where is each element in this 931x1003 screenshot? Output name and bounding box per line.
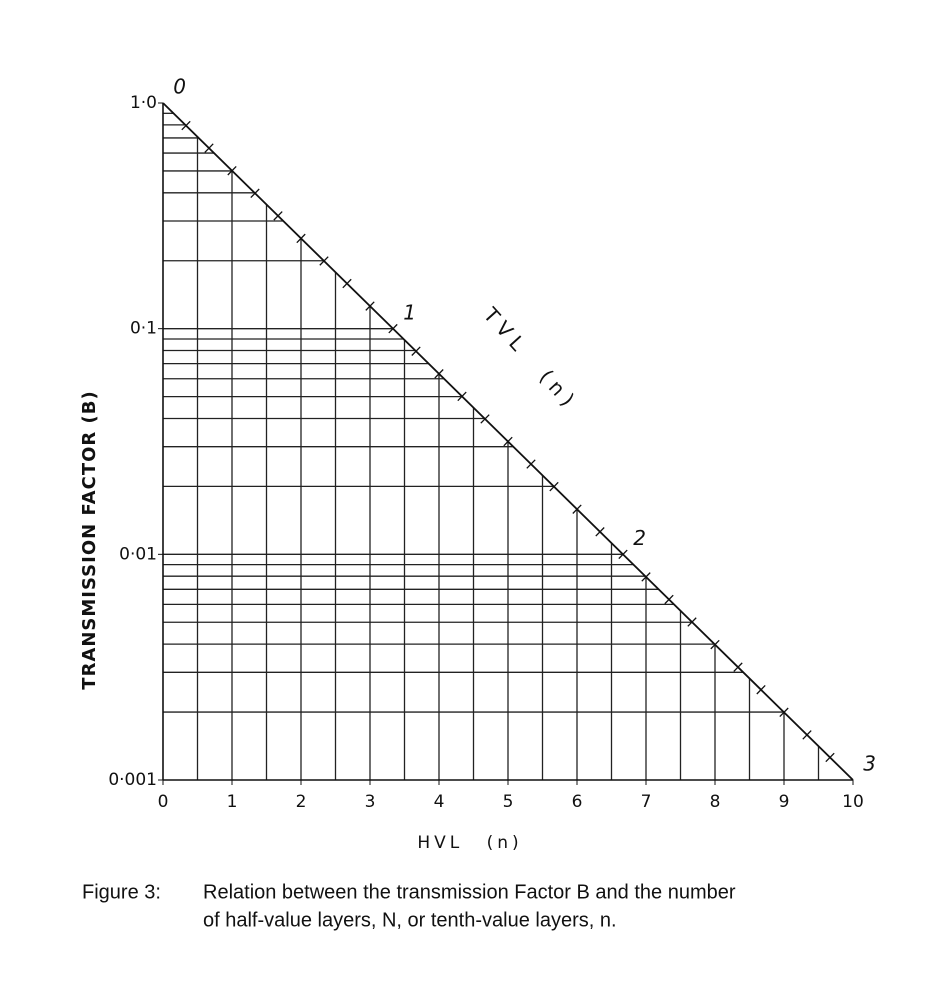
tvl-tick <box>457 391 467 402</box>
tvl-tick <box>227 165 237 176</box>
caption-line: of half-value layers, N, or tenth-value … <box>203 909 617 931</box>
tvl-tick <box>296 233 306 244</box>
y-tick-label: 0·001 <box>108 770 157 790</box>
x-tick-label: 10 <box>842 792 864 812</box>
tvl-tick <box>664 594 674 605</box>
tvl-tick <box>687 617 697 627</box>
x-tick-label: 2 <box>296 792 307 812</box>
tvl-tick <box>342 278 352 289</box>
tvl-tick <box>388 323 398 334</box>
tvl-tick <box>549 481 559 492</box>
tvl-tick-label: 0 <box>173 75 186 99</box>
x-axis-title: HVL (n) <box>417 833 522 853</box>
tvl-tick <box>618 549 628 560</box>
tvl-tick <box>733 662 743 672</box>
x-tick-label: 3 <box>365 792 376 812</box>
tvl-tick <box>204 143 214 153</box>
x-tick-label: 8 <box>710 792 721 812</box>
tvl-tick <box>710 639 720 650</box>
x-tick-label: 6 <box>572 792 583 812</box>
tvl-tick <box>250 188 260 199</box>
x-tick-label: 0 <box>158 792 169 812</box>
x-tick-label: 5 <box>503 792 514 812</box>
x-tick-label: 1 <box>227 792 238 812</box>
x-tick-label: 7 <box>641 792 652 812</box>
caption-line: Relation between the transmission Factor… <box>203 881 736 903</box>
tvl-tick <box>273 211 283 221</box>
tvl-tick <box>181 120 191 131</box>
x-tick-label: 9 <box>779 792 790 812</box>
tvl-tick <box>365 301 375 311</box>
tvl-tick <box>319 256 329 266</box>
tvl-tick <box>756 684 766 695</box>
tvl-tick <box>802 730 812 740</box>
y-axis-title: TRANSMISSION FACTOR (B) <box>79 390 100 689</box>
tvl-tick <box>595 527 605 537</box>
tvl-title: TVL (n) <box>478 302 583 415</box>
x-tick-label: 4 <box>434 792 445 812</box>
tvl-tick <box>572 504 582 514</box>
tvl-tick <box>411 346 421 356</box>
tvl-tick <box>825 752 835 763</box>
tvl-tick <box>779 707 789 718</box>
tvl-tick <box>526 459 536 469</box>
y-tick-label: 0·01 <box>119 544 157 564</box>
tvl-tick-label: 3 <box>863 752 876 776</box>
tvl-tick <box>480 414 490 424</box>
caption-label: Figure 3: <box>82 881 161 903</box>
tvl-tick <box>641 572 651 582</box>
tvl-tick <box>503 436 513 447</box>
tvl-tick-label: 1 <box>403 300 416 324</box>
tvl-tick-label: 2 <box>633 526 646 550</box>
tvl-tick <box>434 369 444 379</box>
y-tick-label: 0·1 <box>130 319 157 339</box>
y-tick-label: 1·0 <box>130 93 157 113</box>
